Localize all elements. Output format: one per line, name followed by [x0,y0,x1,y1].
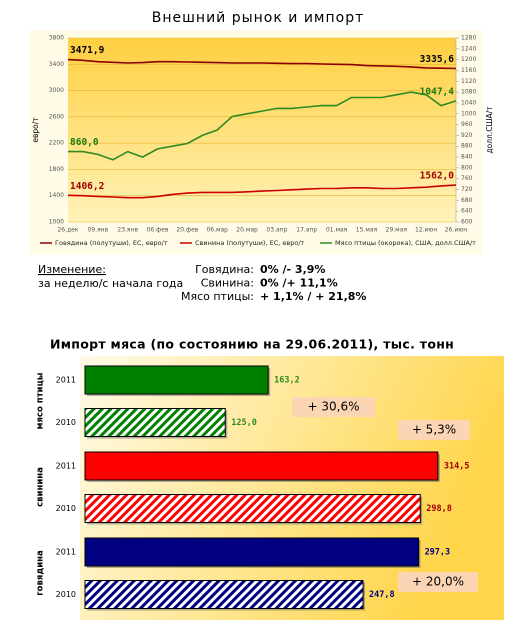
y2-tick-label: 960 [461,121,473,128]
data-label: 1562,0 [420,171,455,182]
group-label: говядина [36,550,46,596]
summary-value: 0% /+ 11,1% [260,277,338,290]
x-tick-label: 09.янв [88,227,109,234]
data-label: 1047,4 [420,86,455,97]
y-tick-label: 1000 [49,219,64,226]
summary-name: Говядина: [195,263,254,276]
line-chart: 1000 1400 1800 2200 2600 3000 3400 3800 600 640 68… [40,35,476,247]
line [67,184,457,199]
data-label: 860,0 [70,137,99,148]
year-label: 2010 [56,418,76,427]
annotation-box [398,420,470,440]
bar-chart-title: Импорт мяса (по состоянию на 29.06.2011)… [50,337,454,352]
year-label: 2010 [56,504,76,513]
annotation: + 20,0% [412,575,464,589]
data-label: 163,2 [274,376,300,386]
summary-value: + 1,1% / + 21,8% [260,290,366,303]
data-label: 298,8 [426,504,452,514]
legend-label: Говядина (полутуши), ЕС, евро/т [55,239,168,247]
line [67,58,457,70]
data-label: 297,3 [425,548,451,558]
year-label: 2011 [56,462,76,471]
y2-tick-label: 800 [461,164,473,171]
y2-tick-label: 1000 [461,110,476,117]
legend-label: Мясо птицы (окорока), США, долл.США/т [335,239,476,247]
summary-name: Мясо птицы: [181,290,254,303]
x-tick-label: 06.мар [206,227,228,234]
x-tick-label: 26.июн [445,227,467,234]
y2-tick-label: 880 [461,143,473,150]
data-label: 314,5 [444,462,470,472]
bar [84,537,420,567]
x-tick-label: 23.янв [117,227,138,234]
y2-tick-label: 600 [461,219,473,226]
bar [84,580,364,609]
x-tick-label: 12.июн [415,227,437,234]
data-label: 3335,6 [420,54,455,65]
y2-tick-label: 640 [461,208,473,215]
x-tick-label: 01.мая [326,227,348,234]
year-label: 2011 [56,376,76,385]
annotation: + 30,6% [308,400,360,414]
x-tick-label: 06.фев [147,227,169,234]
summary-period: за неделю/с начала года [38,277,183,290]
y-tick-label: 1400 [49,192,64,199]
summary-name: Свинина: [201,277,254,290]
data-label: 125,0 [231,418,257,428]
y-tick-label: 3000 [49,87,64,94]
data-label: 247,8 [369,590,395,600]
y-tick-label: 3400 [49,61,64,68]
y2-tick-label: 1160 [461,67,476,74]
y-axis-label: евро/т [31,117,40,143]
y-tick-label: 2600 [49,113,64,120]
y2-tick-label: 1040 [461,99,476,106]
y-tick-label: 1800 [49,166,64,173]
group-label: мясо птицы [36,373,46,430]
annotation-box [292,397,375,417]
y2-tick-label: 840 [461,154,473,161]
x-tick-label: 29.мая [386,227,408,234]
bar-chart: мясо птицы 2011 163,2 2010 125,0 свинина 2011 3… [36,365,478,611]
y2-tick-label: 1080 [461,89,476,96]
annotation-box [398,572,478,592]
group-label: свинина [36,467,46,507]
x-tick-label: 20.мар [236,227,258,234]
y2-tick-label: 760 [461,175,473,182]
summary: Говядина: 0% /- 3,9% Свинина: 0% /+ 11,1% Мя… [181,263,366,303]
legend-label: Свинина (полутуши), ЕС, евро/т [195,239,305,247]
y-tick-label: 3800 [49,35,64,42]
year-label: 2010 [56,590,76,599]
y2-tick-label: 1240 [461,45,476,52]
summary-value: 0% /- 3,9% [260,263,325,276]
x-tick-label: 20.фев [176,227,198,234]
x-tick-label: 17.апр [296,227,317,234]
data-label: 3471,9 [70,45,105,56]
line [68,91,457,161]
x-tick-label: 15.мая [356,227,378,234]
x-tick-label: 26.дек [57,227,78,234]
bar [84,494,421,523]
bar [84,365,269,395]
y2-tick-label: 720 [461,186,473,193]
x-tick-label: 03.апр [266,227,287,234]
year-label: 2011 [56,548,76,557]
chart-title: Внешний рынок и импорт [152,10,365,26]
y-tick-label: 2200 [49,140,64,147]
y2-tick-label: 1280 [461,35,476,42]
y2-axis-label: долл.США/т [485,106,494,154]
data-label: 1406,2 [70,181,104,192]
y2-tick-label: 920 [461,132,473,139]
bar [84,408,226,437]
y2-tick-label: 680 [461,197,473,204]
y2-tick-label: 1120 [461,78,476,85]
annotation: + 5,3% [412,423,456,437]
summary-label: Изменение: [38,263,106,276]
y2-tick-label: 1200 [461,56,476,63]
bar [84,451,439,481]
